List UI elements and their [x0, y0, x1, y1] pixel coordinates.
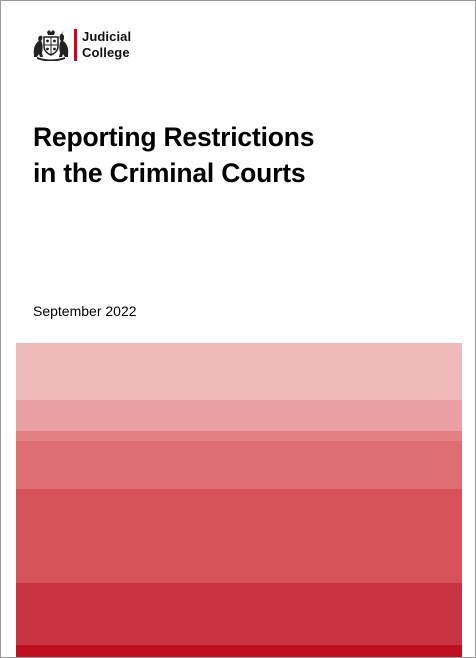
decorative-red-bands: [16, 343, 462, 657]
logo-divider-bar: [74, 29, 77, 61]
band-4: [16, 441, 462, 489]
band-3: [16, 431, 462, 441]
document-title: Reporting Restrictions in the Criminal C…: [33, 119, 314, 191]
logo-wordmark: Judicial College: [82, 29, 131, 61]
band-1: [16, 343, 462, 400]
band-7: [16, 645, 462, 657]
logo-line-1: Judicial: [82, 29, 132, 44]
judicial-college-logo: Judicial College: [31, 29, 131, 61]
title-line-2: in the Criminal Courts: [33, 158, 306, 188]
title-line-1: Reporting Restrictions: [33, 122, 315, 152]
band-6: [16, 583, 462, 645]
publication-date: September 2022: [33, 303, 137, 319]
logo-line-2: College: [82, 45, 130, 60]
royal-crest-icon: [33, 30, 69, 61]
band-2: [16, 400, 462, 431]
band-5: [16, 489, 462, 583]
